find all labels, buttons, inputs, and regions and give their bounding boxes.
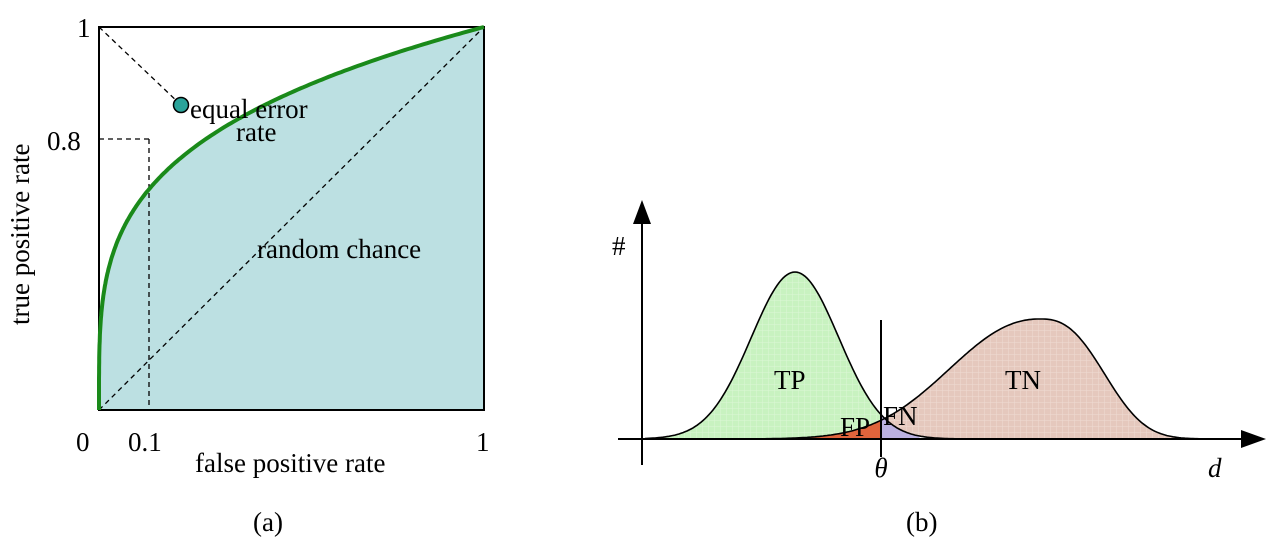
fn-region bbox=[881, 414, 920, 439]
eer-label-line1: equal error bbox=[190, 94, 308, 124]
equal-error-rate-point bbox=[172, 96, 190, 114]
y-axis-label: true positive rate bbox=[5, 144, 35, 325]
fp-region bbox=[790, 420, 881, 439]
roc-plot-frame bbox=[98, 26, 485, 411]
panel-b-caption: (b) bbox=[906, 507, 937, 537]
eer-label-line2: rate bbox=[236, 117, 276, 147]
y-axis-hash-label: # bbox=[612, 231, 626, 261]
x-tick-one: 1 bbox=[476, 427, 490, 457]
y-tick-point: 0.8 bbox=[47, 126, 81, 156]
eer-diagonal bbox=[98, 26, 182, 106]
x-axis-d-label: d bbox=[1208, 453, 1222, 483]
y-tick-one: 1 bbox=[77, 13, 91, 43]
y-axis-arrowhead bbox=[633, 200, 651, 224]
tn-region-texture bbox=[881, 319, 1240, 439]
roc-panel: equal error rate random chance 1 0.8 0 0… bbox=[5, 13, 490, 537]
threshold-theta-label: θ bbox=[874, 453, 887, 483]
panel-a-caption: (a) bbox=[253, 507, 283, 537]
tn-label: TN bbox=[1005, 365, 1041, 395]
random-chance-diagonal bbox=[98, 26, 485, 411]
tp-label: TP bbox=[774, 365, 806, 395]
x-tick-zero: 0 bbox=[76, 427, 90, 457]
roc-curve bbox=[97, 25, 485, 410]
fp-label: FP bbox=[840, 412, 870, 442]
tp-region-texture bbox=[645, 272, 881, 439]
fn-label: FN bbox=[883, 401, 918, 431]
distribution-panel: # d θ TP TN FP FN (b) bbox=[612, 200, 1266, 537]
x-tick-point: 0.1 bbox=[128, 427, 162, 457]
x-axis-arrowhead bbox=[1241, 430, 1266, 448]
random-chance-label: random chance bbox=[257, 234, 421, 264]
x-axis-label: false positive rate bbox=[195, 448, 385, 478]
